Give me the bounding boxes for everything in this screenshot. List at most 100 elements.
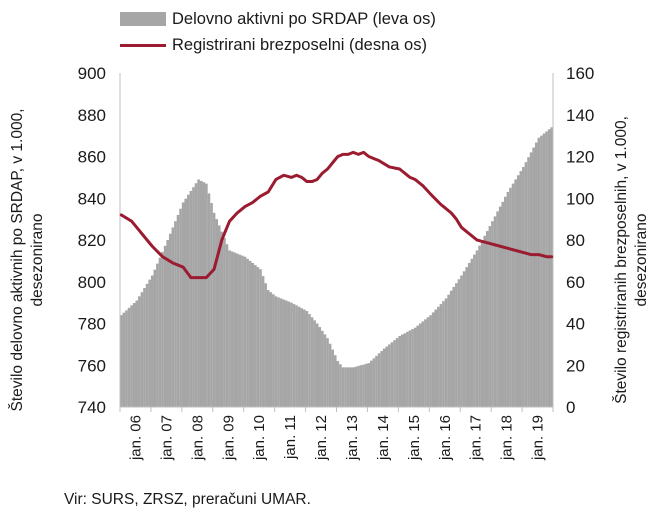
- x-tick-label: jan. 11: [282, 415, 299, 460]
- left-tick-label: 820: [78, 231, 106, 250]
- bar: [439, 304, 443, 407]
- bar: [127, 307, 131, 407]
- bar: [382, 348, 386, 407]
- bar: [318, 327, 322, 407]
- bar: [519, 171, 523, 407]
- bar: [455, 283, 458, 407]
- bar: [282, 299, 286, 407]
- bar: [550, 127, 554, 408]
- bar: [269, 292, 273, 407]
- bar: [235, 253, 239, 407]
- right-tick-label: 120: [566, 148, 594, 167]
- bar: [457, 279, 461, 407]
- x-tick-label: jan. 12: [313, 415, 330, 461]
- bar: [406, 331, 409, 407]
- bar: [462, 271, 466, 407]
- bar: [168, 233, 172, 407]
- bar: [545, 131, 548, 407]
- source-note: Vir: SURS, ZRSZ, preračuni UMAR.: [64, 491, 311, 508]
- left-tick-label: 760: [78, 356, 106, 375]
- bar: [547, 129, 551, 408]
- bar: [284, 300, 288, 407]
- bar: [308, 314, 311, 407]
- right-tick-label: 80: [566, 231, 585, 250]
- bar: [400, 334, 404, 407]
- bar: [491, 221, 494, 407]
- bar: [266, 290, 270, 407]
- bar: [367, 363, 371, 407]
- left-tick-label: 880: [78, 106, 106, 125]
- bar: [375, 355, 378, 407]
- bar: [243, 256, 247, 407]
- bar: [357, 365, 360, 407]
- bar: [522, 166, 525, 407]
- bar: [212, 212, 216, 407]
- bar: [158, 257, 162, 407]
- bar: [485, 231, 489, 407]
- bar: [339, 364, 342, 407]
- bar: [341, 367, 345, 407]
- bar: [344, 367, 347, 407]
- bar: [143, 288, 146, 407]
- bar: [473, 254, 476, 407]
- bar: [408, 330, 412, 407]
- bar: [390, 342, 394, 407]
- bar: [514, 179, 517, 407]
- bar: [475, 250, 479, 407]
- bar: [349, 367, 353, 407]
- bar: [223, 237, 226, 407]
- bar: [336, 361, 340, 407]
- bar: [233, 252, 237, 407]
- x-tick-label: jan. 06: [128, 415, 145, 461]
- bar: [135, 300, 139, 407]
- bar: [189, 190, 193, 407]
- bar: [403, 333, 407, 407]
- bar: [184, 198, 188, 407]
- legend-item-unemployment: Registrirani brezposelni (desna os): [120, 32, 436, 58]
- x-tick-label: jan. 18: [499, 415, 516, 461]
- bar: [331, 349, 334, 407]
- bar: [315, 323, 319, 407]
- unemployment-line: [119, 150, 554, 280]
- bar: [161, 251, 164, 407]
- bar: [248, 260, 252, 408]
- bar: [187, 194, 190, 407]
- bar: [251, 262, 255, 407]
- bar: [393, 340, 396, 407]
- left-tick-label: 900: [78, 64, 106, 83]
- bar: [449, 290, 453, 407]
- bar: [171, 227, 175, 407]
- x-tick-label: jan. 07: [158, 415, 175, 461]
- left-tick-label: 780: [78, 315, 106, 334]
- right-axis-title: Število registriranih brezposelnih, v 1.…: [612, 116, 652, 404]
- bar: [225, 244, 229, 407]
- bar: [321, 330, 324, 407]
- bar: [504, 196, 507, 407]
- bar: [511, 183, 515, 407]
- legend: Delovno aktivni po SRDAP (leva os) Regis…: [120, 6, 436, 58]
- bar: [305, 310, 309, 407]
- bar: [120, 315, 123, 407]
- bar: [199, 180, 203, 407]
- bar: [395, 338, 399, 407]
- bar: [153, 269, 157, 407]
- axes: [119, 73, 554, 412]
- bar: [174, 221, 177, 407]
- bar: [534, 142, 538, 407]
- bar: [527, 157, 530, 407]
- bar: [429, 315, 432, 407]
- bar: [359, 365, 363, 407]
- x-tick-label: jan. 15: [406, 415, 423, 461]
- bar: [498, 206, 502, 407]
- bar: [388, 344, 391, 408]
- bar: [176, 214, 180, 407]
- bar: [483, 235, 487, 407]
- left-tick-label: 860: [78, 148, 106, 167]
- left-axis-title-line1: Število delovno aktivnih po SRDAP, v 1.0…: [9, 108, 26, 412]
- bar: [192, 187, 195, 407]
- bar: [411, 329, 414, 407]
- bar: [426, 317, 430, 407]
- bar: [197, 179, 200, 407]
- x-tick-label: jan. 10: [251, 415, 268, 461]
